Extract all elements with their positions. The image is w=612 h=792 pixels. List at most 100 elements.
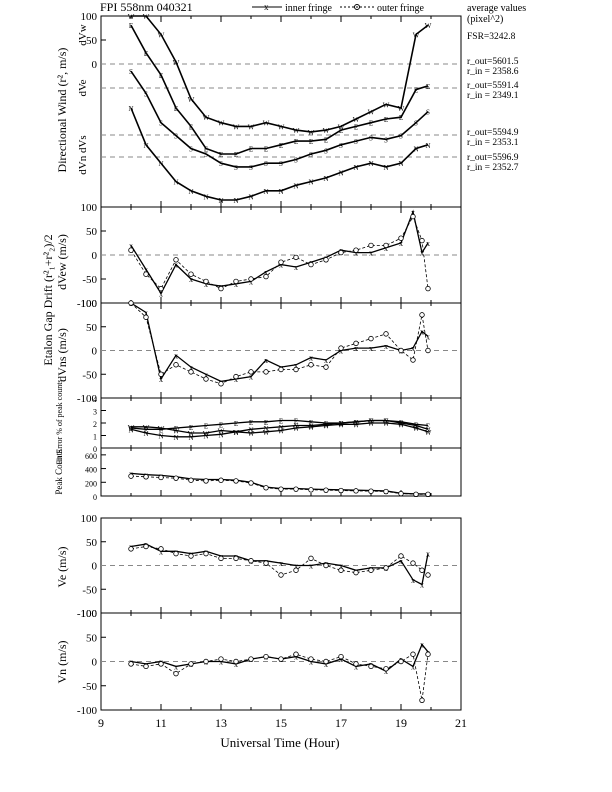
point-N-directional_wind: N: [173, 179, 178, 187]
point-inner-dVew: x: [144, 265, 148, 274]
point-inner-dVew: x: [384, 244, 388, 253]
point-S-directional_wind: S: [279, 160, 283, 168]
point-outer-dVns: [203, 376, 209, 382]
point-outer-peak_counts: [188, 477, 194, 483]
point-outer-Ve: [218, 555, 224, 562]
ytick-label-directional_wind: 50: [86, 35, 98, 47]
point-N-fit_error: N: [158, 433, 163, 441]
point-inner-dVns: x: [204, 370, 208, 379]
series-line-directional_wind-2: [130, 70, 429, 168]
point-W-fit_error: W: [368, 420, 375, 428]
point-N-fit_error: N: [143, 430, 148, 438]
point-inner-dVns: x: [144, 309, 148, 318]
point-outer-dVew: [419, 237, 425, 244]
series-line-fit_error-2: [130, 419, 429, 438]
series-line-Vn-1: [130, 653, 429, 701]
point-E-directional_wind: E: [204, 145, 208, 153]
point-E-directional_wind: E: [159, 72, 163, 80]
w-rin: r_in = 2358.6: [467, 67, 519, 77]
point-E-fit_error: E: [189, 424, 193, 432]
point-outer-dVns: [353, 340, 359, 347]
point-outer-dVew: [308, 261, 314, 268]
ytick-label-fit_error: 4: [93, 395, 97, 404]
point-E-fit_error: E: [264, 419, 268, 427]
point-inner-Vn: x: [234, 660, 238, 669]
series-line-directional_wind-0: [131, 15, 429, 133]
point-N-directional_wind: N: [293, 182, 298, 190]
x-axis-title: Universal Time (Hour): [220, 735, 339, 750]
point-S-directional_wind: S: [189, 145, 193, 153]
point-E-directional_wind: E: [144, 50, 148, 58]
ytick-label-dVns: 100: [81, 298, 98, 310]
point-N-fit_error: N: [398, 420, 403, 428]
point-outer-dVns: [308, 362, 314, 368]
ytick-label-Vn: 50: [86, 632, 98, 644]
point-E-fit_error: E: [159, 426, 163, 434]
point-S-directional_wind: S: [354, 138, 358, 146]
w-rout: r_out=5601.5: [467, 57, 519, 67]
point-inner-dVew: x: [129, 241, 133, 250]
point-E-directional_wind: E: [174, 105, 178, 113]
point-outer-peak_counts: [338, 487, 344, 494]
point-outer-dVew: [203, 278, 209, 285]
point-W-directional_wind: W: [308, 129, 315, 137]
point-W-directional_wind: W: [233, 123, 240, 131]
point-outer-dVew: [173, 257, 179, 263]
xtick-label: 19: [395, 716, 407, 730]
legend-outer-label: outer fringe: [377, 3, 424, 14]
point-E-fit_error: E: [426, 423, 430, 431]
point-inner-dVns: x: [324, 356, 328, 365]
point-N-fit_error: N: [248, 426, 253, 434]
point-N-fit_error: N: [425, 426, 430, 434]
point-outer-Ve: [143, 543, 149, 550]
point-N-directional_wind: N: [368, 160, 373, 168]
point-outer-Vn: [158, 661, 164, 667]
fsr-text: FSR=3242.8: [467, 32, 516, 42]
point-inner-dVew: x: [369, 249, 373, 258]
point-inner-Ve: x: [399, 557, 403, 566]
point-N-directional_wind: N: [383, 164, 388, 172]
point-W-directional_wind: W: [203, 114, 210, 122]
point-outer-dVns: [293, 366, 299, 373]
point-outer-Ve: [158, 546, 164, 552]
point-inner-Vn: x: [174, 662, 178, 671]
legend-inner-marker: x: [264, 2, 269, 12]
ytick-label-fit_error: 0: [93, 445, 97, 454]
point-N-fit_error: N: [203, 433, 208, 441]
point-E-fit_error: E: [339, 420, 343, 428]
point-N-fit_error: N: [263, 425, 268, 433]
point-W-fit_error: W: [383, 420, 390, 428]
point-outer-dVew: [143, 271, 149, 277]
point-outer-dVns: [173, 362, 179, 368]
s-rout: r_out=5594.9: [467, 128, 519, 138]
point-W-directional_wind: W: [143, 13, 150, 21]
point-inner-Ve: x: [279, 559, 283, 568]
point-inner-dVew: x: [249, 277, 253, 286]
xtick-label: 11: [155, 716, 167, 730]
point-E-fit_error: E: [249, 419, 253, 427]
point-N-fit_error: N: [128, 426, 133, 434]
point-inner-Ve: x: [294, 562, 298, 571]
point-outer-dVew: [353, 247, 359, 253]
point-W-fit_error: W: [278, 428, 285, 436]
point-outer-Ve: [173, 550, 179, 557]
point-S-directional_wind: S: [159, 120, 163, 128]
point-outer-dVns: [419, 312, 425, 318]
point-outer-dVew: [218, 285, 224, 292]
ytick-label-Ve: -100: [77, 608, 98, 620]
point-outer-Vn: [143, 663, 149, 670]
point-inner-Vn: x: [339, 655, 343, 664]
point-inner-dVns: x: [426, 332, 430, 341]
point-outer-Ve: [233, 555, 239, 562]
plot-title: FPI 558nm 040321: [100, 0, 193, 14]
point-outer-dVns: [425, 347, 431, 354]
point-E-fit_error: E: [144, 426, 148, 434]
point-outer-peak_counts: [248, 480, 254, 486]
point-outer-peak_counts: [143, 474, 149, 480]
point-inner-Vn: x: [219, 658, 223, 667]
point-outer-peak_counts: [353, 488, 359, 494]
point-E-fit_error: E: [129, 425, 133, 433]
point-inner-dVns: x: [249, 373, 253, 382]
